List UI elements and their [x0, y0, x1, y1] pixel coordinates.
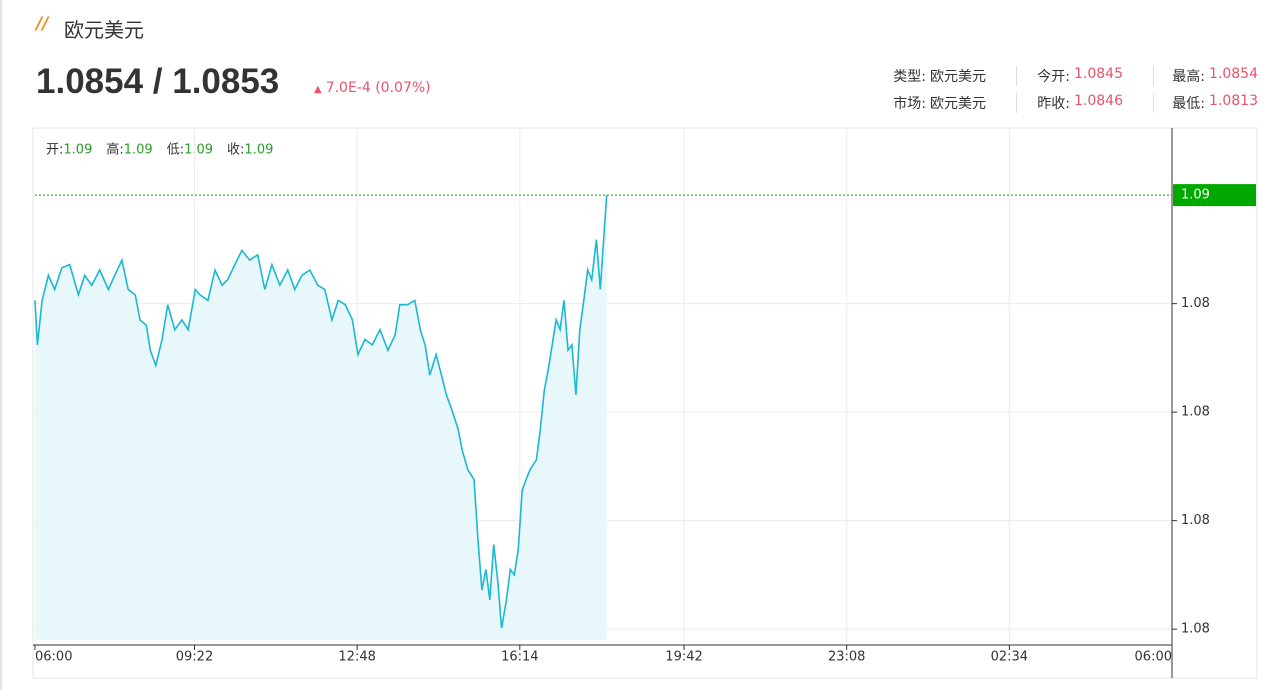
change: ▲ 7.0E-4 (0.07%) [314, 80, 431, 96]
ohlc-value: 1.09 [63, 143, 92, 158]
stat-label: 类型: [893, 68, 926, 85]
ohlc-label: 收: [227, 143, 244, 158]
icon: // [36, 14, 49, 34]
stat-label: 最高: [1172, 68, 1205, 85]
chart-frame [32, 127, 1258, 679]
stat-label: 市场: [893, 95, 926, 112]
stat: 昨收: 1.0846 [1016, 92, 1153, 113]
x-tick-label: 12:48 [338, 650, 375, 665]
stat-value: 1.0813 [1209, 92, 1258, 109]
price: 1.0854 / 1.0853 [36, 62, 280, 101]
stat: 最高: 1.0854 [1153, 65, 1258, 86]
last-price-label: 1.09 [1181, 188, 1210, 203]
x-tick-label: 19:42 [665, 650, 702, 665]
stat: 最低: 1.0813 [1153, 92, 1258, 113]
y-tick-label: 1.08 [1181, 513, 1210, 528]
stats-row: 市场: 欧元美元 昨收: 1.0846 最低: 1.0813 [864, 89, 1258, 116]
x-tick-label: 23:08 [828, 650, 865, 665]
last-price-tag [1173, 184, 1256, 207]
title: 欧元美元 [64, 18, 144, 42]
ohlc-label: 低: [167, 143, 184, 158]
stat-value: 欧元美元 [930, 68, 986, 85]
ohlc-label: 高: [106, 142, 123, 158]
ohlc-value: 1.09 [244, 143, 273, 158]
stat-value: 1.0854 [1209, 65, 1258, 82]
ohlc-value: 1.09 [184, 143, 213, 158]
ohlc-label: 开: [46, 143, 63, 158]
area [35, 195, 607, 640]
stats: 类型: 欧元美元 今开: 1.0845 最高: 1.0854 市场: 欧元美元 昨收: 1.084… [864, 62, 1258, 116]
stat-label: 昨收: [1037, 95, 1070, 112]
x-tick-label: 16:14 [501, 650, 538, 665]
x-tick-label: 09:22 [176, 650, 213, 665]
line [34, 195, 608, 629]
stat: 市场: 欧元美元 [864, 93, 1016, 113]
stat-label: 今开: [1037, 68, 1070, 85]
ohlc-value: 1.09 [124, 143, 153, 158]
stat-value: 1.0846 [1074, 92, 1123, 109]
x-tick-label: 06:00 [1135, 650, 1172, 665]
stat-value: 欧元美元 [930, 95, 986, 112]
x-tick-label: 02:34 [991, 650, 1028, 665]
y-tick-label: 1.08 [1181, 622, 1210, 637]
stat: 今开: 1.0845 [1016, 65, 1153, 86]
stat: 类型: 欧元美元 [864, 66, 1016, 86]
stat-value: 1.0845 [1074, 65, 1123, 82]
y-tick-label: 1.08 [1181, 296, 1210, 311]
change-text: 7.0E-4 (0.07%) [325, 80, 431, 96]
stat-label: 最低: [1172, 95, 1205, 112]
ohlc: 开: 1.09 高: 1.09 低: 1.09 收: 1.09 [46, 142, 273, 158]
x-tick-label: 06:00 [35, 650, 72, 665]
y-tick-label: 1.08 [1181, 405, 1210, 420]
stats-row: 类型: 欧元美元 今开: 1.0845 最高: 1.0854 [864, 62, 1258, 89]
